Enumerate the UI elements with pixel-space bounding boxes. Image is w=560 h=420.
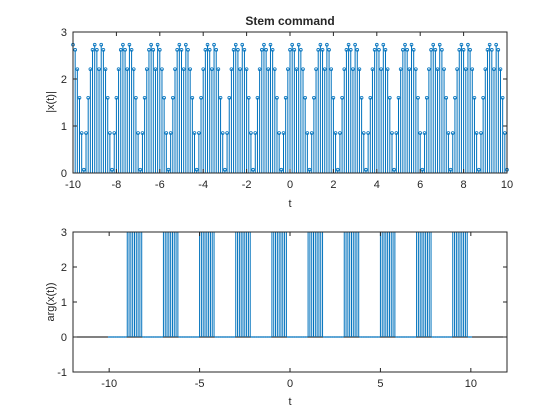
y-tick-label: 0 bbox=[61, 332, 67, 344]
x-tick-label: -10 bbox=[65, 179, 81, 191]
y-tick-label: 3 bbox=[61, 27, 67, 39]
x-tick-label: 6 bbox=[417, 179, 423, 191]
x-tick-label: 10 bbox=[465, 378, 477, 390]
x-tick-label: 2 bbox=[330, 179, 336, 191]
x-tick-label: -6 bbox=[155, 179, 165, 191]
y-tick-label: 2 bbox=[61, 74, 67, 86]
magnitude-y-label: |x(t)| bbox=[45, 91, 57, 113]
x-tick-label: 4 bbox=[374, 179, 380, 191]
x-tick-label: 5 bbox=[377, 378, 383, 390]
y-tick-label: 0 bbox=[61, 168, 67, 180]
chart-title: Stem command bbox=[245, 14, 334, 28]
x-tick-label: -4 bbox=[198, 179, 208, 191]
y-tick-label: 1 bbox=[61, 297, 67, 309]
phase-x-label: t bbox=[288, 396, 291, 408]
y-tick-label: 3 bbox=[61, 227, 67, 239]
x-tick-label: 0 bbox=[287, 179, 293, 191]
y-tick-label: 2 bbox=[61, 262, 67, 274]
x-tick-label: -2 bbox=[242, 179, 252, 191]
y-tick-label: 1 bbox=[61, 121, 67, 133]
y-tick-label: -1 bbox=[57, 367, 67, 379]
x-tick-label: -10 bbox=[101, 378, 117, 390]
x-tick-label: 8 bbox=[461, 179, 467, 191]
phase-y-label: arg(x(t)) bbox=[45, 282, 57, 321]
x-tick-label: 0 bbox=[287, 378, 293, 390]
x-tick-label: -8 bbox=[112, 179, 122, 191]
x-tick-label: -5 bbox=[195, 378, 205, 390]
magnitude-x-label: t bbox=[288, 198, 291, 210]
x-tick-label: 10 bbox=[501, 179, 513, 191]
